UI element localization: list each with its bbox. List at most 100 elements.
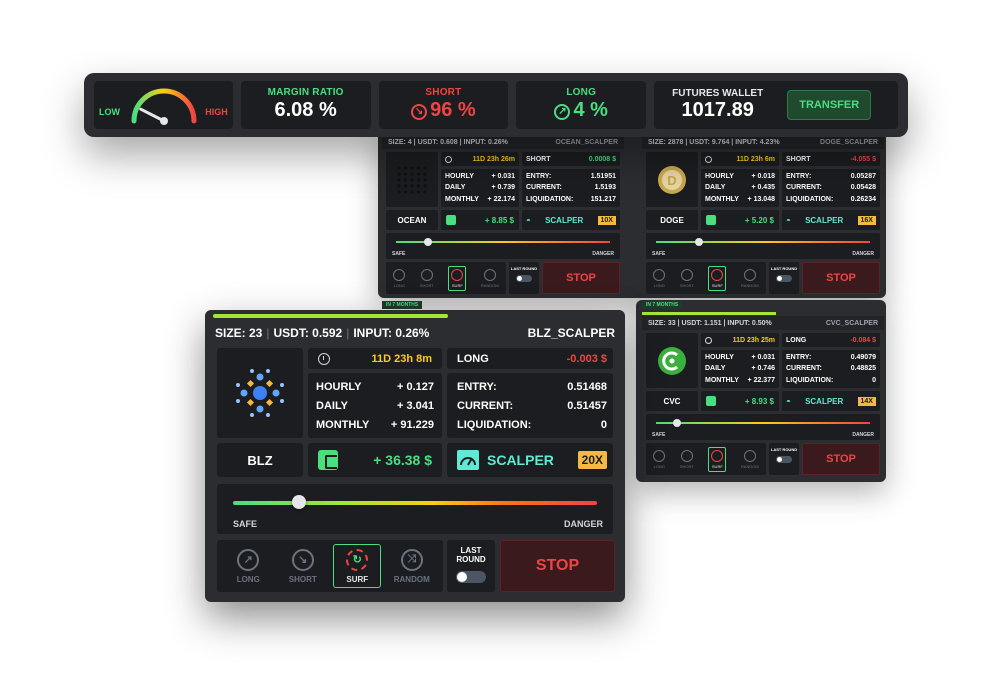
shuffle-icon bbox=[743, 449, 756, 462]
coin-symbol: OCEAN bbox=[386, 210, 438, 230]
entry-value: 0.49079 bbox=[850, 354, 876, 362]
current-value: 0.48825 bbox=[850, 365, 876, 373]
mode-long-button[interactable]: LONG bbox=[653, 268, 666, 288]
last-round-box: LAST ROUND bbox=[509, 262, 539, 294]
mode-long-button[interactable]: LONG bbox=[653, 449, 666, 469]
wallet-icon bbox=[318, 450, 338, 470]
mode-surf-button[interactable]: SURF bbox=[448, 265, 467, 291]
clock-icon bbox=[318, 352, 330, 365]
last-round-label: LAST ROUND bbox=[770, 266, 798, 271]
mode-selector: ↗ LONG ↘ SHORT ↻ SURF ⤨ RANDOM bbox=[217, 540, 443, 592]
mode-short-button[interactable]: SHORT bbox=[680, 449, 694, 469]
strategy-box: ◓ SCALPER 10X bbox=[522, 210, 620, 230]
size-text: SIZE: 33 bbox=[648, 319, 676, 327]
transfer-button[interactable]: TRANSFER bbox=[787, 90, 872, 120]
liquidation-label: LIQUIDATION: bbox=[786, 376, 834, 384]
risk-slider[interactable]: SAFE DANGER bbox=[646, 233, 880, 259]
stop-button[interactable]: STOP bbox=[500, 540, 615, 592]
risk-slider-handle[interactable] bbox=[673, 419, 682, 427]
entry-label: ENTRY: bbox=[786, 173, 812, 181]
arrow-down-right-icon: ↘ bbox=[291, 548, 314, 571]
blz-logo-icon bbox=[236, 369, 284, 417]
mode-long-button[interactable]: ↗ LONG bbox=[224, 544, 272, 588]
mode-surf-button[interactable]: SURF bbox=[708, 446, 727, 472]
short-ratio-box: SHORT ↘ 96 % bbox=[378, 81, 509, 129]
earnings-box: HOURLY + 0.031 DAILY + 0.739 MONTHLY + 22.1… bbox=[441, 169, 519, 207]
last-round-label: LAST ROUND bbox=[770, 447, 798, 452]
liquidation-value: 0 bbox=[600, 418, 607, 431]
risk-slider-handle[interactable] bbox=[291, 495, 306, 509]
mode-random-button[interactable]: RANDOM bbox=[740, 449, 759, 469]
last-round-box: LAST ROUND bbox=[447, 540, 495, 592]
risk-slider[interactable]: SAFE DANGER bbox=[386, 233, 620, 259]
strategy-box: ◓ SCALPER 16X bbox=[782, 210, 880, 230]
futures-wallet-label: FUTURES WALLET bbox=[672, 88, 764, 99]
usdt-text: USDT: 0.592 bbox=[273, 326, 343, 340]
mode-random-button[interactable]: ⤨ RANDOM bbox=[388, 544, 436, 588]
mode-surf-button[interactable]: SURF bbox=[708, 265, 727, 291]
refresh-icon bbox=[711, 268, 724, 281]
gauge-high-label: HIGH bbox=[205, 107, 228, 117]
doge-logo-icon: D bbox=[658, 165, 686, 194]
last-round-label: LAST ROUND bbox=[510, 266, 538, 271]
bot-name: CVC_SCALPER bbox=[825, 319, 878, 327]
entry-label: ENTRY: bbox=[457, 380, 497, 393]
risk-slider-handle[interactable] bbox=[694, 238, 703, 246]
last-round-label: LAST ROUND bbox=[456, 546, 486, 564]
current-value: 0.51457 bbox=[567, 399, 607, 412]
risk-slider-handle[interactable] bbox=[424, 238, 433, 246]
monthly-value: + 91.229 bbox=[390, 418, 434, 431]
last-round-toggle[interactable] bbox=[516, 275, 532, 282]
usdt-text: USDT: 1.151 bbox=[681, 319, 722, 327]
gauge-low-label: LOW bbox=[99, 107, 120, 117]
timer-box: 11D 23h 6m bbox=[701, 152, 779, 166]
arrow-down-right-icon bbox=[420, 268, 433, 281]
timer-box: 11D 23h 8m bbox=[308, 348, 442, 369]
mode-short-button[interactable]: SHORT bbox=[680, 268, 694, 288]
clock-icon bbox=[445, 155, 452, 163]
mode-random-button[interactable]: RANDOM bbox=[741, 268, 759, 288]
monthly-value: + 22.377 bbox=[747, 376, 775, 384]
daily-value: + 3.041 bbox=[396, 399, 434, 412]
coin-logo bbox=[217, 348, 303, 438]
arrow-down-right-icon bbox=[680, 268, 693, 281]
monthly-value: + 13.048 bbox=[747, 195, 775, 203]
mode-random-button[interactable]: RANDOM bbox=[481, 268, 499, 288]
total-gain-box: + 36.38 $ bbox=[308, 443, 442, 477]
gauge-icon bbox=[131, 88, 197, 125]
margin-ratio-box: MARGIN RATIO 6.08 % bbox=[240, 81, 371, 129]
wallet-icon bbox=[706, 396, 716, 406]
stop-button[interactable]: STOP bbox=[542, 262, 620, 294]
entry-label: ENTRY: bbox=[786, 354, 812, 362]
current-label: CURRENT: bbox=[526, 184, 562, 192]
mode-surf-button[interactable]: ↻ SURF bbox=[333, 544, 382, 588]
liquidation-label: LIQUIDATION: bbox=[457, 418, 532, 431]
mode-long-button[interactable]: LONG bbox=[393, 268, 406, 288]
last-round-toggle[interactable] bbox=[776, 456, 792, 463]
strategy-label: SCALPER bbox=[805, 215, 844, 225]
mode-short-button[interactable]: SHORT bbox=[420, 268, 434, 288]
last-round-toggle[interactable] bbox=[776, 275, 792, 282]
mode-label: RANDOM bbox=[740, 463, 759, 469]
mode-short-button[interactable]: ↘ SHORT bbox=[279, 544, 327, 588]
bot-name: DOGE_SCALPER bbox=[820, 138, 878, 146]
position-details-box: ENTRY: 0.05287 CURRENT: 0.05428 LIQUIDATIO… bbox=[782, 169, 880, 207]
daily-value: + 0.435 bbox=[751, 184, 775, 192]
refresh-icon bbox=[451, 268, 464, 281]
stop-button[interactable]: STOP bbox=[802, 262, 880, 294]
safe-label: SAFE bbox=[233, 519, 258, 529]
risk-slider[interactable]: SAFE DANGER bbox=[646, 414, 880, 440]
stop-button[interactable]: STOP bbox=[802, 443, 880, 475]
clock-icon bbox=[705, 336, 712, 344]
hourly-value: + 0.031 bbox=[491, 173, 515, 181]
long-label: LONG bbox=[566, 87, 597, 98]
mode-label: SURF bbox=[451, 282, 463, 288]
shuffle-icon bbox=[743, 268, 756, 281]
top-summary-bar: LOW HIGH MARGIN RATIO 6.08 % SHORT ↘ 96 %… bbox=[84, 73, 908, 137]
last-round-toggle[interactable] bbox=[456, 571, 486, 583]
monthly-label: MONTHLY bbox=[445, 195, 479, 203]
mode-label: LONG bbox=[653, 282, 665, 288]
position-side-box: SHORT -4.055 $ bbox=[782, 152, 880, 166]
risk-slider[interactable]: SAFE DANGER bbox=[217, 484, 613, 534]
monthly-label: MONTHLY bbox=[705, 195, 739, 203]
